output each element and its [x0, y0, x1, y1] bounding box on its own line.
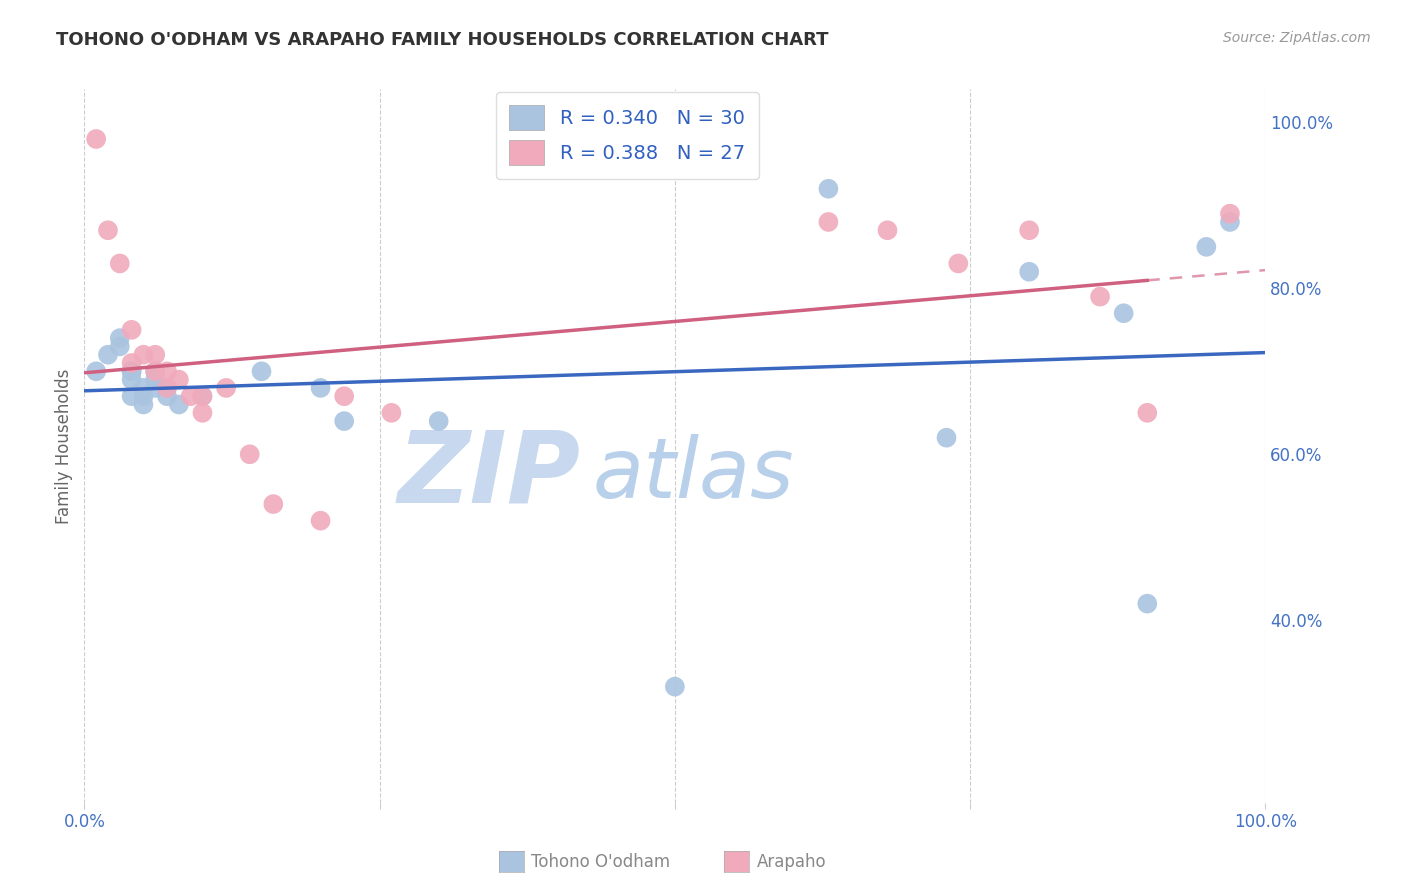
Point	[132, 381, 155, 395]
Point	[156, 381, 179, 395]
Text: TOHONO O'ODHAM VS ARAPAHO FAMILY HOUSEHOLDS CORRELATION CHART: TOHONO O'ODHAM VS ARAPAHO FAMILY HOUSEHO…	[56, 31, 828, 49]
Point	[143, 364, 166, 378]
Point	[156, 364, 179, 378]
Point	[191, 406, 214, 420]
Point	[121, 323, 143, 337]
Point	[121, 389, 143, 403]
Point	[156, 389, 179, 403]
Text: ZIP: ZIP	[398, 426, 581, 523]
Text: Arapaho: Arapaho	[756, 853, 827, 871]
Point	[97, 348, 120, 362]
Point	[1136, 597, 1159, 611]
Y-axis label: Family Households: Family Households	[55, 368, 73, 524]
Point	[817, 182, 839, 196]
Point	[380, 406, 402, 420]
Point	[191, 389, 214, 403]
Point	[817, 215, 839, 229]
Point	[108, 339, 131, 353]
Point	[1195, 240, 1218, 254]
Point	[121, 356, 143, 370]
Point	[250, 364, 273, 378]
Point	[935, 431, 957, 445]
Point	[180, 389, 202, 403]
Text: Tohono O'odham: Tohono O'odham	[531, 853, 671, 871]
Point	[309, 514, 332, 528]
Point	[143, 381, 166, 395]
Point	[143, 364, 166, 378]
Point	[121, 364, 143, 378]
Point	[108, 331, 131, 345]
Point	[191, 389, 214, 403]
Point	[948, 256, 970, 270]
Point	[167, 397, 190, 411]
Point	[239, 447, 262, 461]
Point	[1018, 223, 1040, 237]
Point	[664, 680, 686, 694]
Point	[121, 373, 143, 387]
Point	[1219, 207, 1241, 221]
Point	[156, 381, 179, 395]
Point	[1112, 306, 1135, 320]
Point	[132, 389, 155, 403]
Point	[876, 223, 898, 237]
Point	[1219, 215, 1241, 229]
Legend: R = 0.340   N = 30, R = 0.388   N = 27: R = 0.340 N = 30, R = 0.388 N = 27	[496, 92, 759, 178]
Point	[97, 223, 120, 237]
Point	[121, 364, 143, 378]
Point	[143, 373, 166, 387]
Point	[333, 389, 356, 403]
Point	[215, 381, 238, 395]
Text: atlas: atlas	[592, 434, 794, 515]
Point	[143, 348, 166, 362]
Point	[132, 348, 155, 362]
Point	[1018, 265, 1040, 279]
Text: Source: ZipAtlas.com: Source: ZipAtlas.com	[1223, 31, 1371, 45]
Point	[309, 381, 332, 395]
Point	[167, 373, 190, 387]
Point	[1136, 406, 1159, 420]
Point	[333, 414, 356, 428]
Point	[84, 132, 107, 146]
Point	[262, 497, 284, 511]
Point	[132, 397, 155, 411]
Point	[84, 364, 107, 378]
Point	[108, 256, 131, 270]
Point	[427, 414, 450, 428]
Point	[1088, 290, 1111, 304]
